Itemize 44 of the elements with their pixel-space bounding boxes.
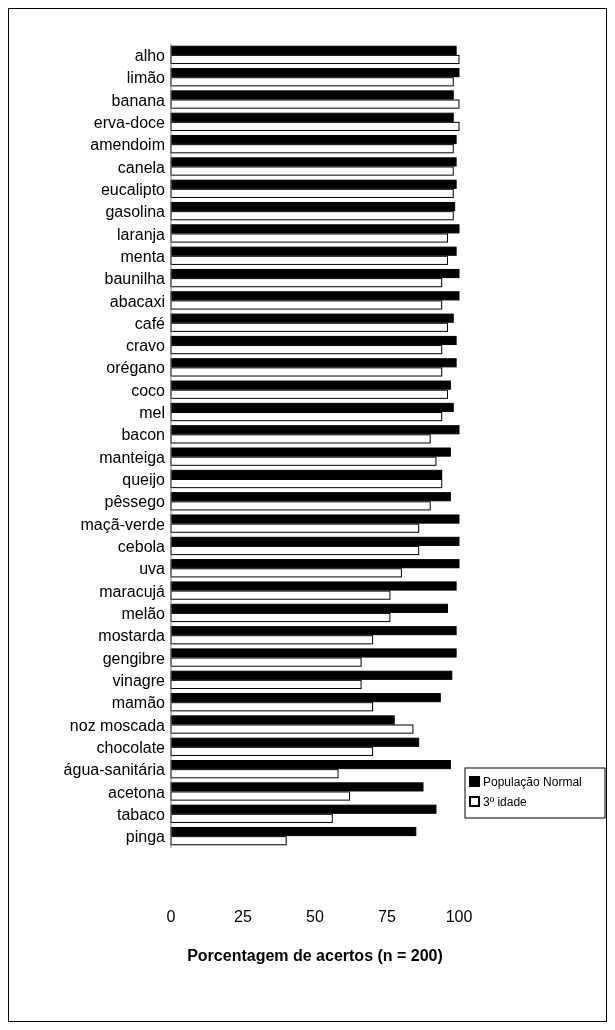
y-tick-label: orégano [106,359,166,377]
y-tick-label: maracujá [99,582,166,600]
y-tick-label: banana [111,91,166,109]
y-tick-label: bacon [121,426,165,444]
y-tick-label: pinga [125,828,166,846]
y-tick-label: laranja [116,225,166,243]
y-tick-label: limão [126,69,166,87]
y-tick-label: menta [120,247,166,265]
y-tick-label: vinagre [112,671,166,689]
y-tick-label: alho [134,46,166,64]
y-tick-label: eucalipto [100,180,166,198]
x-tick-label: 25 [234,908,252,925]
y-tick-label: água-sanitária [63,761,166,779]
y-tick-label: erva-doce [93,113,166,131]
y-tick-label: mel [139,404,165,422]
y-tick-label: coco [131,381,166,399]
y-tick-label: baunilha [104,270,166,288]
y-tick-label: amendoim [90,136,165,154]
y-tick-label: maçã-verde [80,515,166,533]
y-tick-label: gengibre [102,649,166,667]
y-tick-label: tabaco [116,805,166,823]
y-tick-label: cebola [117,538,166,556]
x-tick-label: 50 [306,908,324,925]
y-tick-label: noz moscada [69,716,166,734]
x-tick-label: 0 [166,908,176,925]
x-axis-title: Porcentagem de acertos (n = 200) [187,947,443,964]
y-tick-label: melão [121,605,166,623]
y-tick-label: mostarda [98,627,166,645]
y-tick-label: canela [117,158,166,176]
legend-label: 3º idade [483,795,528,810]
legend-label: População Normal [483,775,582,790]
y-tick-label: queijo [122,471,166,489]
x-tick-label: 75 [378,908,396,925]
y-tick-label: chocolate [96,738,166,756]
y-tick-label: abacaxi [109,292,165,310]
x-tick-label: 100 [445,908,473,925]
y-tick-label: manteiga [99,448,166,466]
y-tick-label: café [134,314,166,332]
y-tick-label: gasolina [105,203,166,221]
y-tick-label: acetona [108,783,166,801]
y-tick-label: uva [139,560,166,578]
y-tick-label: pêssego [104,493,166,511]
y-tick-label: mamão [111,694,166,712]
y-tick-label: cravo [125,337,166,355]
